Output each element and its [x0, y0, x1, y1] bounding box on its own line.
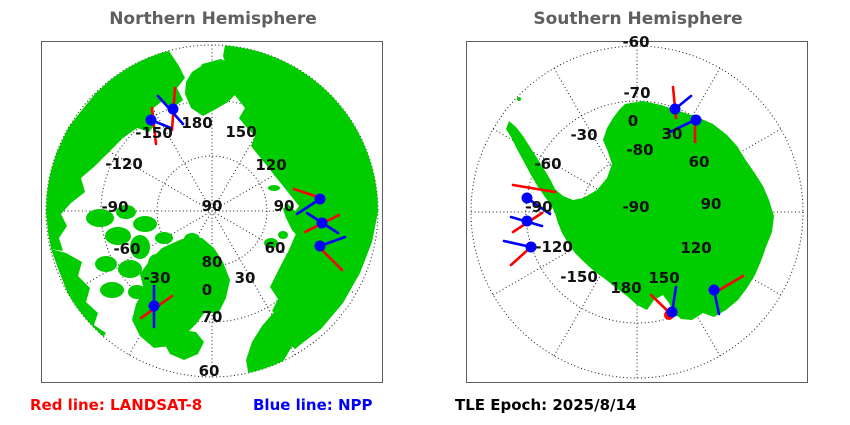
- grid-label: -120: [535, 238, 573, 256]
- latitude-circle: [156, 155, 268, 267]
- latitude-circle: [470, 45, 804, 379]
- npp-position-dot: [669, 103, 681, 115]
- landsat8-track-line: [150, 106, 158, 146]
- tle-epoch-label: TLE Epoch: 2025/8/14: [455, 396, 637, 414]
- npp-position-dot: [525, 241, 537, 253]
- npp-position-dot: [145, 114, 157, 126]
- npp-position-dot: [148, 300, 160, 312]
- island: [116, 205, 136, 219]
- landmass-iceland: [165, 330, 204, 360]
- satellite-markers: [502, 85, 745, 320]
- legend-blue-npp: Blue line: NPP: [253, 396, 373, 414]
- island: [128, 285, 146, 299]
- npp-position-dot: [314, 240, 326, 252]
- npp-position-dot: [314, 193, 326, 205]
- grid-label: 90: [701, 195, 722, 213]
- island: [278, 231, 288, 239]
- grid-label: 60: [199, 362, 220, 380]
- landmass-chukotka: [185, 59, 242, 116]
- grid-label: -90: [101, 198, 128, 216]
- npp-position-dot: [316, 217, 328, 229]
- landmass-siberia: [223, 45, 378, 349]
- south-polar-map: -60 -70 -80 -90 0 30 60 90 120 150 180 -150 -120 -90 -…: [466, 33, 808, 383]
- grid-label: 90: [202, 197, 223, 215]
- grid-label: -120: [105, 155, 143, 173]
- landmass-novaya-zemlya: [283, 204, 306, 239]
- meridian-line: [128, 66, 296, 356]
- island: [172, 251, 186, 261]
- island: [130, 235, 150, 259]
- npp-position-dot: [690, 114, 702, 126]
- grid-label: 90: [274, 197, 295, 215]
- south-map-title: Southern Hemisphere: [533, 9, 743, 29]
- grid-label: -90: [525, 198, 552, 216]
- island: [155, 232, 173, 244]
- land-layer: [46, 45, 378, 377]
- grid-label: 180: [610, 279, 641, 297]
- grid-label: 150: [648, 269, 679, 287]
- npp-position-dot: [666, 306, 678, 318]
- landmass-alaska: [46, 51, 185, 251]
- landsat8-track-line: [511, 183, 557, 194]
- landsat8-track-line: [714, 274, 745, 294]
- grid-label: -80: [626, 141, 653, 159]
- island: [118, 260, 142, 278]
- grid-label: 180: [181, 114, 212, 132]
- grid-label: 30: [235, 269, 256, 287]
- island: [105, 227, 131, 245]
- grid-label: -30: [143, 269, 170, 287]
- grid-label: 60: [265, 239, 286, 257]
- grid-label: 0: [202, 281, 212, 299]
- grid-label: -150: [135, 124, 173, 142]
- island: [95, 256, 117, 272]
- island: [148, 254, 164, 274]
- grid-label: -60: [113, 240, 140, 258]
- legend-red-landsat8: Red line: LANDSAT-8: [30, 396, 203, 414]
- island: [100, 282, 124, 298]
- island: [201, 63, 213, 69]
- satellite-markers: [139, 86, 347, 329]
- grid-label: 30: [662, 125, 683, 143]
- grid-labels: 90 80 70 60 180 150 120 90 60 30 0 -30-60 -90 -120 -15…: [101, 114, 294, 380]
- island: [264, 238, 278, 248]
- island: [268, 185, 280, 191]
- grid-label: 60: [689, 153, 710, 171]
- grid-label: -70: [623, 84, 650, 102]
- grid-label: 80: [202, 253, 223, 271]
- grid-label: 120: [255, 156, 286, 174]
- npp-position-dot: [521, 215, 533, 227]
- landsat8-track-line: [292, 187, 320, 199]
- landmass-antarctica: [506, 101, 774, 320]
- north-map-canvas: 90 80 70 60 180 150 120 90 60 30 0 -30-60 -90 -120 -15…: [45, 44, 379, 380]
- landmass-canada-mainland: [51, 249, 106, 342]
- grid-label: -30: [570, 126, 597, 144]
- island: [86, 209, 114, 227]
- north-map-title: Northern Hemisphere: [109, 9, 317, 29]
- island: [517, 97, 521, 101]
- grid-label: 120: [680, 239, 711, 257]
- npp-position-dot: [521, 192, 533, 204]
- npp-position-dot: [708, 284, 720, 296]
- grid-label: 150: [225, 123, 256, 141]
- landsat8-track-line: [317, 245, 344, 272]
- grid-label: -60: [534, 155, 561, 173]
- landmass-scandinavia: [246, 288, 334, 377]
- island: [254, 108, 268, 116]
- land-layer: [506, 97, 774, 320]
- grid-label: 70: [202, 308, 223, 326]
- grid-label: 0: [628, 112, 638, 130]
- island: [280, 150, 290, 164]
- npp-position-dot: [167, 103, 179, 115]
- island: [184, 233, 200, 245]
- island: [133, 216, 157, 232]
- grid-label: -60: [622, 33, 649, 51]
- grid-label: -90: [622, 198, 649, 216]
- grid-label: -150: [560, 268, 598, 286]
- north-polar-map: 90 80 70 60 180 150 120 90 60 30 0 -30 -60 -90 -120 -15…: [41, 41, 383, 383]
